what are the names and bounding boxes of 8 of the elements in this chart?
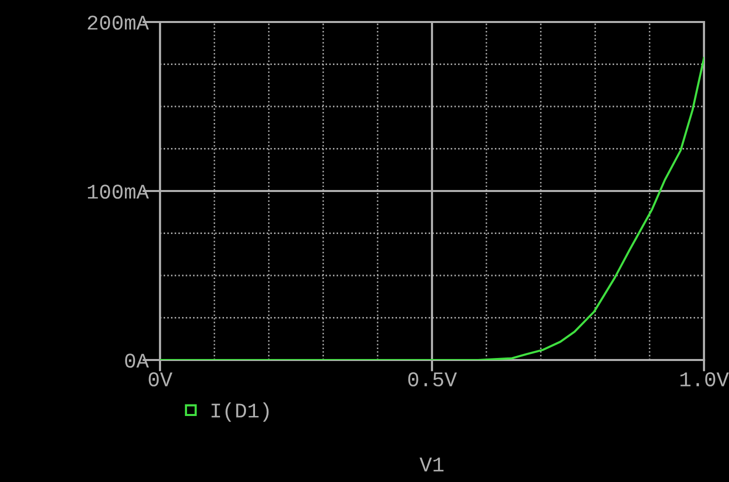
legend-label: I(D1)	[212, 402, 269, 422]
y-tick-label: 200mA	[88, 16, 149, 30]
x-tick-label: 0.5V	[408, 372, 457, 386]
y-tick-label: 100mA	[88, 184, 149, 199]
x-tick-label: 0V	[148, 372, 172, 386]
y-tick-label: 0A	[125, 354, 149, 368]
x-axis-title: V1	[420, 458, 444, 472]
x-tick-label: 1.0V	[680, 372, 729, 386]
